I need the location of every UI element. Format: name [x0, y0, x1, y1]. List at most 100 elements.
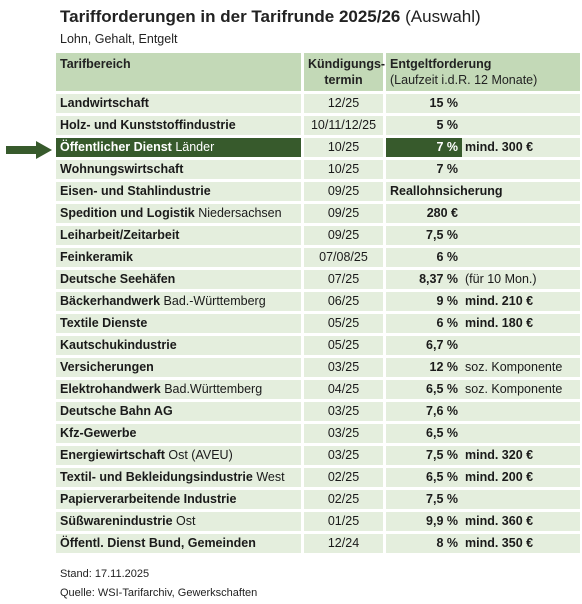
cell-forderung: 6 %	[386, 248, 462, 267]
tarifbereich-name: Öffentl. Dienst Bund, Gemeinden	[60, 536, 256, 550]
table-row: Energiewirtschaft Ost (AVEU) 03/25 7,5 % mi…	[56, 446, 581, 465]
tarifbereich-region: Bad.Württemberg	[164, 382, 263, 396]
table-row: Holz- und Kunststoffindustrie 10/11/12/25…	[56, 116, 581, 135]
cell-zusatz	[462, 424, 581, 443]
zusatz-mindestbetrag: mind. 200 €	[465, 470, 534, 484]
zusatz-mindestbetrag: mind. 300 €	[465, 140, 534, 154]
cell-kuendigungstermin: 03/25	[304, 358, 386, 377]
table-header-row: Tarifbereich Kündigungs- termin Entgeltf…	[56, 53, 581, 91]
cell-kuendigungstermin: 03/25	[304, 446, 386, 465]
tarifbereich-name: Holz- und Kunststoffindustrie	[60, 118, 236, 132]
page-title: Tarifforderungen in der Tarifrunde 2025/…	[60, 7, 481, 27]
cell-tarifbereich: Versicherungen	[56, 358, 304, 377]
table-row: Leiharbeit/Zeitarbeit 09/25 7,5 %	[56, 226, 581, 245]
cell-forderung: 6,5 %	[386, 424, 462, 443]
tarifbereich-name: Versicherungen	[60, 360, 154, 374]
table-row: Bäckerhandwerk Bad.-Württemberg 06/25 9 % m…	[56, 292, 581, 311]
table-row: Öffentl. Dienst Bund, Gemeinden 12/24 8 % m…	[56, 534, 581, 553]
tarifbereich-name: Deutsche Seehäfen	[60, 272, 176, 286]
cell-tarifbereich: Leiharbeit/Zeitarbeit	[56, 226, 304, 245]
cell-kuendigungstermin: 10/25	[304, 138, 386, 157]
header-forderung-line2: (Laufzeit i.d.R. 12 Monate)	[390, 73, 538, 87]
cell-zusatz	[462, 204, 581, 223]
tarifbereich-name: Kautschukindustrie	[60, 338, 177, 352]
cell-kuendigungstermin: 03/25	[304, 402, 386, 421]
header-kuendigungstermin: Kündigungs- termin	[304, 53, 386, 91]
cell-zusatz: mind. 300 €	[462, 138, 581, 157]
tarifbereich-name: Deutsche Bahn AG	[60, 404, 173, 418]
table-row: Landwirtschaft 12/25 15 %	[56, 94, 581, 113]
cell-zusatz: (für 10 Mon.)	[462, 270, 581, 289]
cell-tarifbereich: Holz- und Kunststoffindustrie	[56, 116, 304, 135]
cell-tarifbereich: Bäckerhandwerk Bad.-Württemberg	[56, 292, 304, 311]
title-main: Tarifforderungen in der Tarifrunde 2025/…	[60, 7, 401, 26]
tarifbereich-name: Spedition und Logistik	[60, 206, 195, 220]
cell-forderung: 7,5 %	[386, 226, 462, 245]
cell-tarifbereich: Landwirtschaft	[56, 94, 304, 113]
cell-kuendigungstermin: 01/25	[304, 512, 386, 531]
cell-kuendigungstermin: 05/25	[304, 314, 386, 333]
cell-forderung: 6,5 %	[386, 380, 462, 399]
cell-forderung: 7,5 %	[386, 446, 462, 465]
cell-forderung: 8,37 %	[386, 270, 462, 289]
cell-zusatz	[462, 490, 581, 509]
tarifbereich-name: Elektrohandwerk	[60, 382, 161, 396]
tarifbereich-region: Ost	[176, 514, 196, 528]
cell-kuendigungstermin: 12/24	[304, 534, 386, 553]
cell-zusatz	[462, 248, 581, 267]
tarifbereich-name: Landwirtschaft	[60, 96, 149, 110]
header-termin-line2: termin	[324, 73, 363, 87]
cell-forderung: 12 %	[386, 358, 462, 377]
cell-zusatz	[462, 94, 581, 113]
tarifbereich-name: Leiharbeit/Zeitarbeit	[60, 228, 180, 242]
cell-tarifbereich: Feinkeramik	[56, 248, 304, 267]
table-row: Eisen- und Stahlindustrie 09/25 Reallohnsi…	[56, 182, 581, 201]
cell-forderung: 9 %	[386, 292, 462, 311]
table-row: Textil- und Bekleidungsindustrie West 02/…	[56, 468, 581, 487]
tarifbereich-name: Eisen- und Stahlindustrie	[60, 184, 211, 198]
tarifbereich-region: Niedersachsen	[198, 206, 282, 220]
zusatz-mindestbetrag: mind. 210 €	[465, 294, 534, 308]
title-suffix: (Auswahl)	[405, 7, 481, 26]
cell-tarifbereich: Spedition und Logistik Niedersachsen	[56, 204, 304, 223]
cell-tarifbereich: Kautschukindustrie	[56, 336, 304, 355]
cell-kuendigungstermin: 12/25	[304, 94, 386, 113]
cell-tarifbereich: Kfz-Gewerbe	[56, 424, 304, 443]
cell-kuendigungstermin: 07/25	[304, 270, 386, 289]
cell-zusatz: mind. 210 €	[462, 292, 581, 311]
cell-tarifbereich: Eisen- und Stahlindustrie	[56, 182, 304, 201]
zusatz-mindestbetrag: mind. 350 €	[465, 536, 534, 550]
tarifbereich-region: Bad.-Württemberg	[163, 294, 266, 308]
cell-tarifbereich: Energiewirtschaft Ost (AVEU)	[56, 446, 304, 465]
demands-table: Tarifbereich Kündigungs- termin Entgeltf…	[56, 50, 581, 556]
table-row: Kfz-Gewerbe 03/25 6,5 %	[56, 424, 581, 443]
cell-tarifbereich: Deutsche Seehäfen	[56, 270, 304, 289]
cell-zusatz: mind. 200 €	[462, 468, 581, 487]
cell-tarifbereich: Öffentl. Dienst Bund, Gemeinden	[56, 534, 304, 553]
zusatz-mindestbetrag: mind. 360 €	[465, 514, 534, 528]
cell-tarifbereich: Öffentlicher Dienst Länder	[56, 138, 304, 157]
zusatz-text: soz. Komponente	[465, 382, 563, 396]
zusatz-text: (für 10 Mon.)	[465, 272, 537, 286]
table-row: Deutsche Seehäfen 07/25 8,37 % (für 10 Mon.…	[56, 270, 581, 289]
subtitle: Lohn, Gehalt, Entgelt	[60, 32, 178, 46]
cell-forderung: 7,6 %	[386, 402, 462, 421]
tarifbereich-name: Papierverarbeitende Industrie	[60, 492, 237, 506]
cell-forderung: 7 %	[386, 160, 462, 179]
cell-zusatz: mind. 180 €	[462, 314, 581, 333]
tarifbereich-name: Bäckerhandwerk	[60, 294, 161, 308]
table-row: Papierverarbeitende Industrie 02/25 7,5 %	[56, 490, 581, 509]
cell-kuendigungstermin: 02/25	[304, 468, 386, 487]
cell-tarifbereich: Süßwarenindustrie Ost	[56, 512, 304, 531]
cell-forderung: 15 %	[386, 94, 462, 113]
cell-forderung: 9,9 %	[386, 512, 462, 531]
cell-tarifbereich: Wohnungswirtschaft	[56, 160, 304, 179]
header-entgeltforderung: Entgeltforderung (Laufzeit i.d.R. 12 Mon…	[386, 53, 581, 91]
table-row: Öffentlicher Dienst Länder 10/25 7 % mind. …	[56, 138, 581, 157]
header-forderung-line1: Entgeltforderung	[390, 57, 492, 71]
table-row: Feinkeramik 07/08/25 6 %	[56, 248, 581, 267]
header-termin-line1: Kündigungs-	[308, 57, 386, 71]
table-row: Textile Dienste 05/25 6 % mind. 180 €	[56, 314, 581, 333]
tarifbereich-name: Textile Dienste	[60, 316, 148, 330]
table-row: Süßwarenindustrie Ost 01/25 9,9 % mind. 360…	[56, 512, 581, 531]
